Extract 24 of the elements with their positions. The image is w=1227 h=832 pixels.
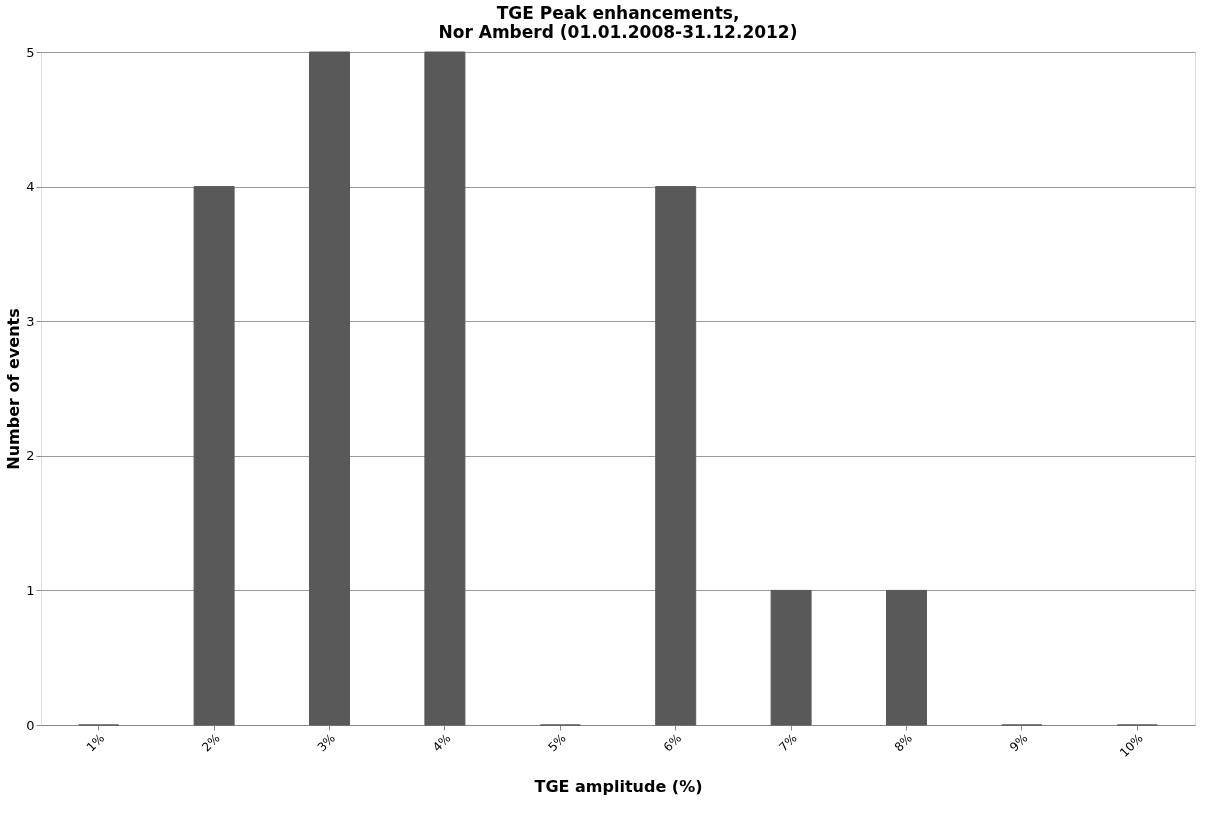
x-tick-label: 4% [430, 731, 454, 755]
x-tick-label: 5% [545, 731, 569, 755]
bar [886, 589, 927, 726]
y-tick-label: 4 [26, 179, 35, 195]
bar [309, 51, 350, 726]
x-axis-title: TGE amplitude (%) [534, 777, 703, 797]
bar [193, 186, 235, 726]
x-tick-label: 2% [199, 731, 223, 755]
bar [655, 186, 697, 726]
x-tick-label: 7% [776, 731, 800, 755]
bar [770, 589, 812, 726]
y-tick-label: 5 [26, 44, 35, 60]
x-tick-label: 3% [314, 731, 338, 755]
x-tick-label: 1% [83, 731, 108, 755]
y-tick-label: 0 [26, 717, 35, 733]
y-tick-label: 1 [26, 582, 35, 598]
x-tick-label: 8% [891, 731, 915, 755]
y-axis-title: Number of events [4, 308, 24, 470]
y-tick-label: 3 [26, 313, 35, 329]
x-tick-label: 6% [660, 731, 685, 755]
bar [424, 51, 466, 726]
x-tick-label: 9% [1007, 731, 1031, 755]
chart-title: TGE Peak enhancements, Nor Amberd (01.01.2008-31.12.2012) [438, 3, 798, 42]
y-tick-label: 2 [26, 448, 35, 464]
